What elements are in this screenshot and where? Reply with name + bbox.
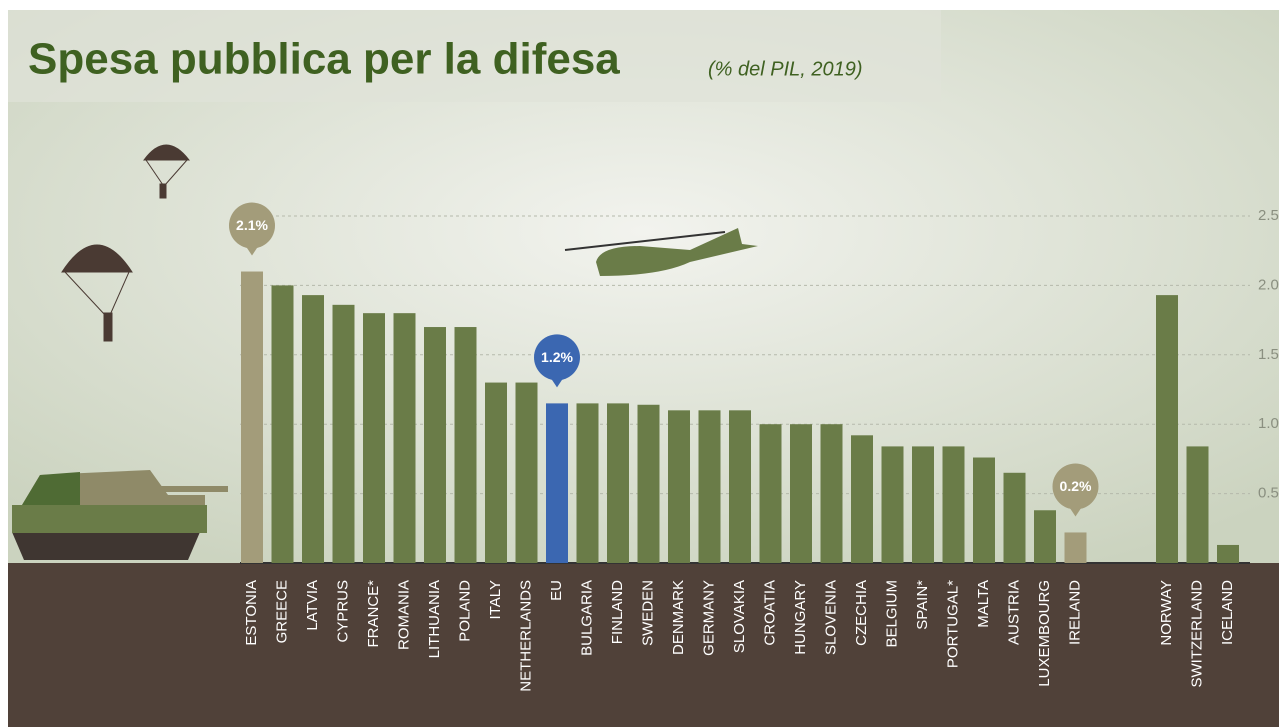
tank bbox=[12, 470, 228, 560]
x-tick-label: BELGIUM bbox=[883, 580, 900, 648]
x-tick-label: FINLAND bbox=[609, 580, 626, 644]
bar bbox=[1217, 544, 1239, 563]
x-tick-label: CROATIA bbox=[761, 580, 778, 646]
bar bbox=[1186, 446, 1209, 563]
bar bbox=[1156, 295, 1178, 563]
value-label-bubble: 0.2% bbox=[1052, 463, 1099, 517]
x-tick-label: NORWAY bbox=[1158, 580, 1175, 646]
x-tick-label: SLOVAKIA bbox=[731, 580, 748, 653]
x-tick-label: IRELAND bbox=[1066, 580, 1083, 645]
x-tick-label: LATVIA bbox=[304, 580, 321, 631]
y-tick-label: 2.5 bbox=[1258, 207, 1279, 224]
bar bbox=[302, 295, 324, 563]
bar bbox=[363, 313, 385, 563]
y-tick-label: 1.5 bbox=[1258, 346, 1279, 363]
bubble bbox=[229, 202, 275, 249]
x-tick-label: SLOVENIA bbox=[822, 580, 839, 655]
bar bbox=[942, 446, 965, 563]
helicopter bbox=[564, 228, 758, 276]
bar bbox=[912, 446, 934, 563]
chart-subtitle: (% del PIL, 2019) bbox=[708, 58, 863, 80]
bar bbox=[607, 403, 629, 563]
y-tick-label: 2.0 bbox=[1258, 276, 1279, 293]
x-tick-label: HUNGARY bbox=[792, 580, 809, 655]
bar bbox=[454, 327, 477, 563]
value-label-bubble: 1.2% bbox=[534, 334, 580, 388]
bar bbox=[241, 271, 263, 563]
x-tick-label: FRANCE* bbox=[365, 580, 382, 648]
bar bbox=[637, 404, 660, 563]
bar bbox=[1064, 532, 1087, 563]
floor bbox=[8, 563, 1279, 727]
bar bbox=[790, 424, 812, 563]
bar bbox=[698, 410, 721, 563]
bubble bbox=[534, 334, 580, 381]
x-tick-label: BULGARIA bbox=[578, 580, 595, 656]
x-tick-label: CZECHIA bbox=[853, 580, 870, 646]
bar bbox=[332, 304, 355, 563]
bar bbox=[1003, 472, 1026, 563]
x-tick-label: POLAND bbox=[456, 580, 473, 642]
bar bbox=[271, 285, 294, 563]
bar bbox=[851, 435, 873, 563]
bar bbox=[393, 313, 416, 563]
parachutes bbox=[61, 144, 191, 342]
bar bbox=[759, 424, 782, 563]
y-tick-label: 0.5 bbox=[1258, 485, 1279, 502]
x-tick-label: SWITZERLAND bbox=[1188, 580, 1205, 688]
x-tick-label: AUSTRIA bbox=[1005, 580, 1022, 645]
x-tick-label: EU bbox=[548, 580, 565, 601]
bar bbox=[729, 410, 751, 563]
bar bbox=[881, 446, 904, 563]
x-tick-label: PORTUGAL* bbox=[944, 580, 961, 668]
bar bbox=[546, 403, 568, 563]
x-tick-label: DENMARK bbox=[670, 580, 687, 655]
x-tick-label: LITHUANIA bbox=[426, 580, 443, 658]
bar bbox=[1034, 510, 1056, 563]
value-label: 1.2% bbox=[541, 349, 573, 365]
x-tick-label: GREECE bbox=[273, 580, 290, 643]
x-tick-label: ITALY bbox=[487, 580, 504, 619]
x-tick-label: SPAIN* bbox=[914, 580, 931, 630]
bubble bbox=[1052, 463, 1099, 510]
bar bbox=[424, 327, 446, 563]
x-tick-label: ESTONIA bbox=[243, 580, 260, 646]
chart-title: Spesa pubblica per la difesa bbox=[28, 35, 620, 84]
x-tick-label: MALTA bbox=[975, 580, 992, 628]
x-tick-label: CYPRUS bbox=[334, 580, 351, 643]
value-label: 2.1% bbox=[236, 217, 268, 233]
bar bbox=[576, 403, 599, 563]
bar bbox=[485, 382, 507, 563]
y-tick-label: 1.0 bbox=[1258, 415, 1279, 432]
bar bbox=[973, 457, 995, 563]
title-band bbox=[8, 10, 941, 102]
value-label-bubble: 2.1% bbox=[229, 202, 275, 256]
value-label: 0.2% bbox=[1060, 478, 1092, 494]
bar bbox=[668, 410, 690, 563]
x-tick-label: NETHERLANDS bbox=[517, 580, 534, 692]
bar bbox=[820, 424, 843, 563]
x-tick-label: SWEDEN bbox=[639, 580, 656, 646]
x-tick-label: ROMANIA bbox=[395, 580, 412, 650]
x-tick-label: GERMANY bbox=[700, 580, 717, 656]
bar bbox=[515, 382, 538, 563]
x-tick-label: LUXEMBOURG bbox=[1036, 580, 1053, 687]
x-tick-label: ICELAND bbox=[1219, 580, 1236, 645]
